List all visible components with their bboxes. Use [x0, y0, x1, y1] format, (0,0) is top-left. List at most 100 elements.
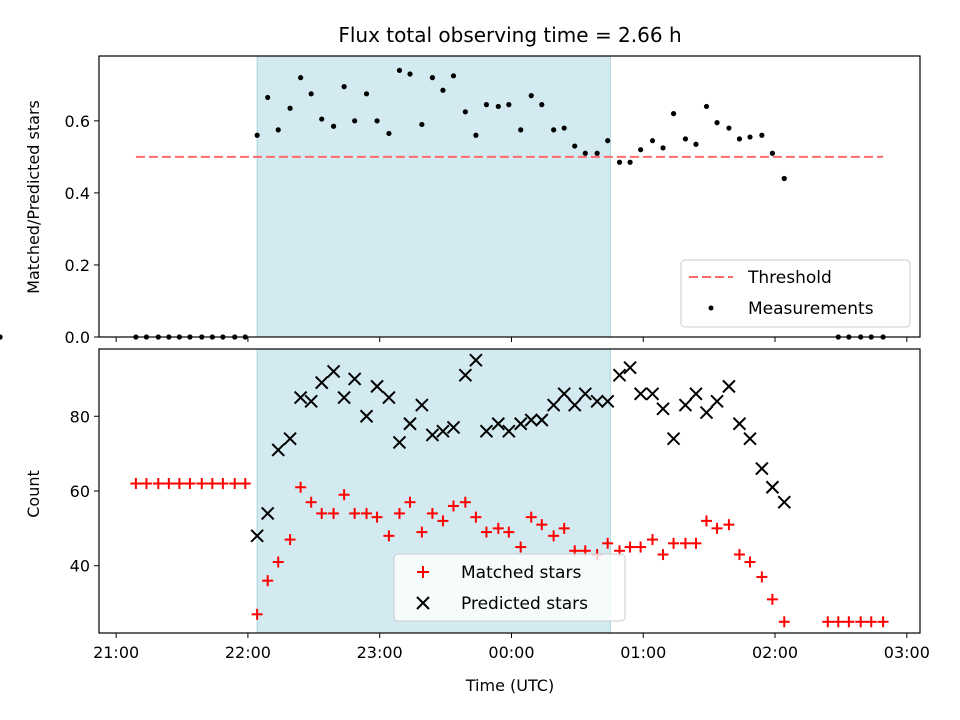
- matched-star-point: [251, 608, 263, 620]
- predicted-star-b: [392, 435, 407, 450]
- measurement-point: [551, 127, 557, 133]
- predicted-star-point: [765, 480, 780, 494]
- measurement-point: [594, 150, 600, 156]
- measurement-point: [506, 102, 512, 108]
- measurement-point: [736, 136, 743, 142]
- matched-star-point: [711, 522, 723, 534]
- predicted-star-point: [546, 398, 561, 412]
- x-tick-label: 00:00: [488, 643, 534, 662]
- matched-star-point: [217, 478, 229, 490]
- legend-threshold-label: Threshold: [747, 268, 832, 288]
- measurement-point: [275, 127, 281, 133]
- measurement-point: [670, 111, 677, 117]
- predicted-star-b: [469, 353, 483, 367]
- matched-star-point: [843, 616, 855, 628]
- predicted-star-point: [513, 417, 528, 431]
- predicted-star-b: [415, 398, 429, 412]
- matched-star-point: [515, 541, 527, 553]
- measurement-point: [308, 91, 314, 97]
- measurement-point: [703, 103, 710, 110]
- predicted-star-point: [568, 398, 582, 412]
- matched-star-point: [525, 511, 537, 523]
- predicted-star-point: [458, 368, 473, 382]
- legend-matched-swatch: [417, 566, 429, 578]
- predicted-star-b: [271, 443, 285, 457]
- predicted-star-point: [666, 431, 681, 446]
- predicted-star-b: [479, 424, 494, 438]
- predicted-star-b: [250, 529, 264, 543]
- predicted-star-b: [347, 372, 362, 386]
- measurement-point: [627, 159, 633, 165]
- matched-star-point: [404, 496, 416, 508]
- legend-measurements-label: Measurements: [748, 299, 874, 319]
- matched-star-point: [624, 541, 636, 553]
- predicted-star-point: [293, 390, 308, 405]
- measurement-point: [440, 87, 446, 93]
- measurement-point: [682, 136, 689, 142]
- predicted-star-b: [458, 368, 473, 382]
- predicted-star-point: [678, 398, 693, 412]
- predicted-star-point: [755, 461, 769, 476]
- predicted-star-b: [293, 390, 308, 405]
- measurement-point: [483, 102, 490, 108]
- predicted-star-point: [743, 431, 757, 446]
- measurement-point: [407, 71, 413, 77]
- y-tick-label: 0.0: [65, 328, 90, 347]
- predicted-star-point: [645, 387, 660, 401]
- matched-star-point: [447, 500, 459, 512]
- x-tick-label: 21:00: [93, 643, 139, 662]
- predicted-star-b: [260, 506, 275, 521]
- predicted-star-b: [765, 480, 780, 494]
- top-panel: 0.0 0.2 0.4 0.6: [0, 55, 921, 347]
- measurement-point: [419, 121, 425, 128]
- predicted-star-b: [436, 424, 450, 438]
- predicted-star-point: [732, 417, 747, 431]
- measurement-point: [319, 116, 325, 122]
- measurement-point: [781, 175, 787, 182]
- measurement-point: [660, 145, 666, 151]
- bottom-legend: Matched stars Predicted stars: [393, 553, 626, 622]
- matched-star-point: [383, 530, 395, 542]
- measurement-point: [352, 118, 358, 124]
- x-tick-label: 23:00: [357, 643, 403, 662]
- predicted-star-point: [315, 375, 329, 390]
- predicted-star-b: [304, 394, 318, 409]
- predicted-star-b: [678, 398, 693, 412]
- matched-star-point: [173, 478, 185, 490]
- matched-star-point: [437, 515, 449, 527]
- measurement-point: [396, 67, 403, 74]
- matched-star-point: [723, 519, 735, 531]
- predicted-star-point: [370, 379, 384, 394]
- matched-star-point: [130, 478, 142, 490]
- y-tick-label: 80: [70, 407, 90, 426]
- predicted-star-b: [502, 424, 516, 438]
- measurement-point: [374, 118, 380, 124]
- measurement-point: [769, 150, 776, 156]
- predicted-star-b: [359, 409, 374, 423]
- matched-star-point: [426, 507, 438, 519]
- matched-star-point: [295, 481, 307, 493]
- predicted-star-point: [633, 387, 648, 401]
- matched-star-point: [184, 478, 196, 490]
- matched-star-point: [679, 537, 691, 549]
- measurement-point: [330, 123, 337, 129]
- predicted-star-point: [250, 529, 264, 543]
- matched-star-point: [305, 496, 317, 508]
- predicted-star-b: [722, 379, 736, 394]
- matched-star-point: [328, 507, 340, 519]
- matched-star-point: [668, 537, 680, 549]
- predicted-star-b: [645, 387, 660, 401]
- matched-star-point: [239, 478, 251, 490]
- predicted-star-point: [304, 394, 318, 409]
- measurement-point: [605, 138, 611, 144]
- predicted-star-b: [326, 364, 341, 379]
- predicted-star-b: [557, 387, 571, 401]
- predicted-star-b: [382, 390, 396, 405]
- predicted-star-b: [633, 387, 648, 401]
- measurement-point: [363, 91, 370, 97]
- matched-star-point: [646, 534, 658, 546]
- observing-window-shade: [256, 55, 611, 338]
- matched-star-point: [361, 507, 373, 519]
- matched-star-point: [536, 519, 548, 531]
